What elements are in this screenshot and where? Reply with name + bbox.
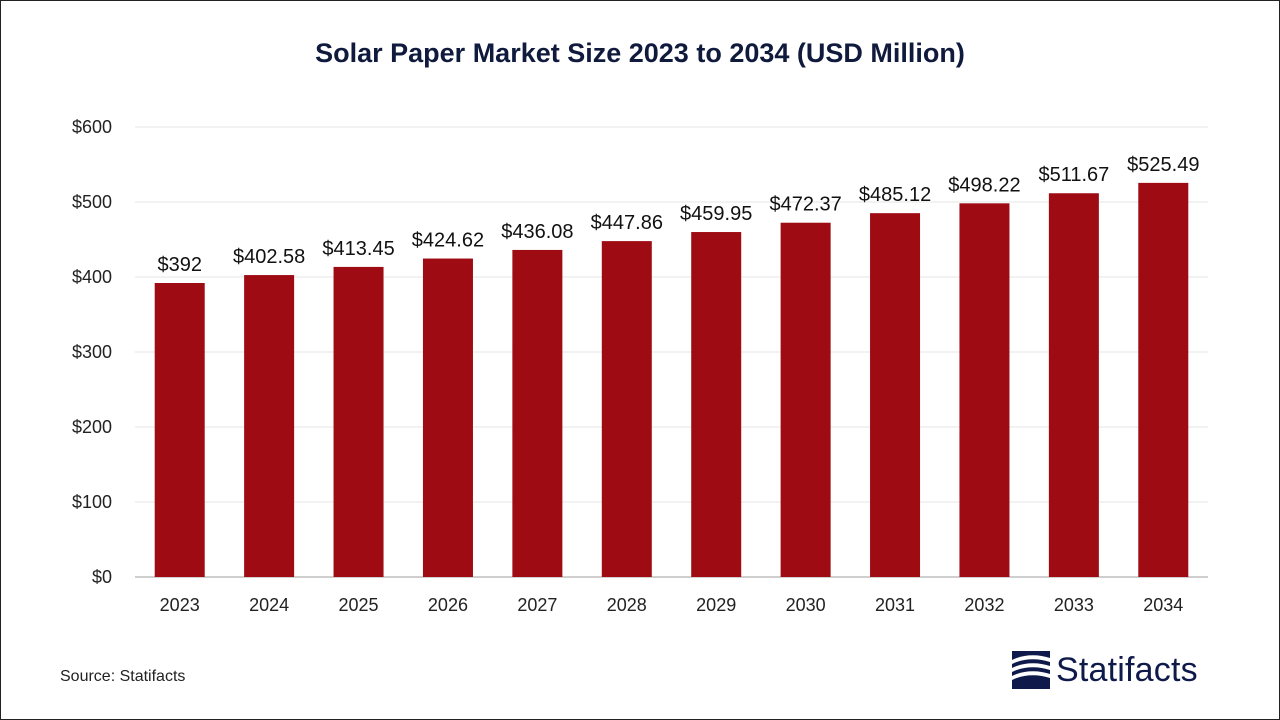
x-tick-label: 2024 (249, 595, 289, 615)
bar (601, 241, 652, 578)
x-tick-label: 2023 (160, 595, 200, 615)
data-label: $472.37 (769, 194, 841, 216)
y-tick-label: $500 (72, 192, 112, 212)
x-tick-label: 2028 (607, 595, 647, 615)
x-tick-label: 2033 (1054, 595, 1094, 615)
data-label: $436.08 (501, 221, 573, 243)
data-label: $485.12 (859, 184, 931, 206)
bar (422, 258, 473, 577)
x-axis-ticks: 2023 2024 2025 2026 2027 2028 2029 2030 2031 2032… (160, 595, 1184, 615)
x-tick-label: 2030 (786, 595, 826, 615)
bar (780, 222, 831, 577)
y-tick-label: $600 (72, 117, 112, 137)
bar (870, 213, 921, 577)
gridlines (135, 126, 1208, 578)
data-label: $511.67 (1038, 164, 1109, 186)
x-tick-label: 2025 (339, 595, 379, 615)
bar (154, 283, 205, 577)
bar (1048, 193, 1099, 577)
bar (1138, 182, 1189, 577)
data-labels: $392 $402.58 $413.45 $424.62 $436.08 $447.86 $… (157, 154, 1199, 276)
bar (512, 249, 563, 577)
statifacts-logo-icon (1012, 651, 1050, 689)
logo-text: Statifacts (1056, 650, 1198, 689)
y-axis-ticks: $0 $100 $200 $300 $400 $500 $600 (72, 117, 112, 587)
data-label: $424.62 (412, 230, 484, 252)
statifacts-logo: Statifacts (1012, 650, 1198, 690)
bar (959, 203, 1010, 577)
bars (154, 182, 1189, 578)
chart-title: Solar Paper Market Size 2023 to 2034 (US… (315, 38, 965, 68)
data-label: $447.86 (591, 212, 663, 234)
y-tick-label: $400 (72, 267, 112, 287)
y-tick-label: $100 (72, 492, 112, 512)
y-tick-label: $300 (72, 342, 112, 362)
bar (691, 232, 742, 577)
y-tick-label: $0 (92, 567, 112, 587)
data-label: $402.58 (233, 246, 305, 268)
y-tick-label: $200 (72, 417, 112, 437)
bar (333, 266, 384, 577)
x-tick-label: 2031 (875, 595, 915, 615)
source-note: Source: Statifacts (60, 668, 186, 685)
data-label: $459.95 (680, 203, 752, 225)
x-tick-label: 2034 (1143, 595, 1183, 615)
x-tick-label: 2026 (428, 595, 468, 615)
bar (244, 275, 295, 577)
x-tick-label: 2029 (696, 595, 736, 615)
x-tick-label: 2027 (517, 595, 557, 615)
data-label: $525.49 (1127, 154, 1199, 176)
x-tick-label: 2032 (964, 595, 1004, 615)
data-label: $498.22 (948, 174, 1020, 196)
data-label: $392 (157, 254, 202, 276)
data-label: $413.45 (322, 238, 394, 260)
